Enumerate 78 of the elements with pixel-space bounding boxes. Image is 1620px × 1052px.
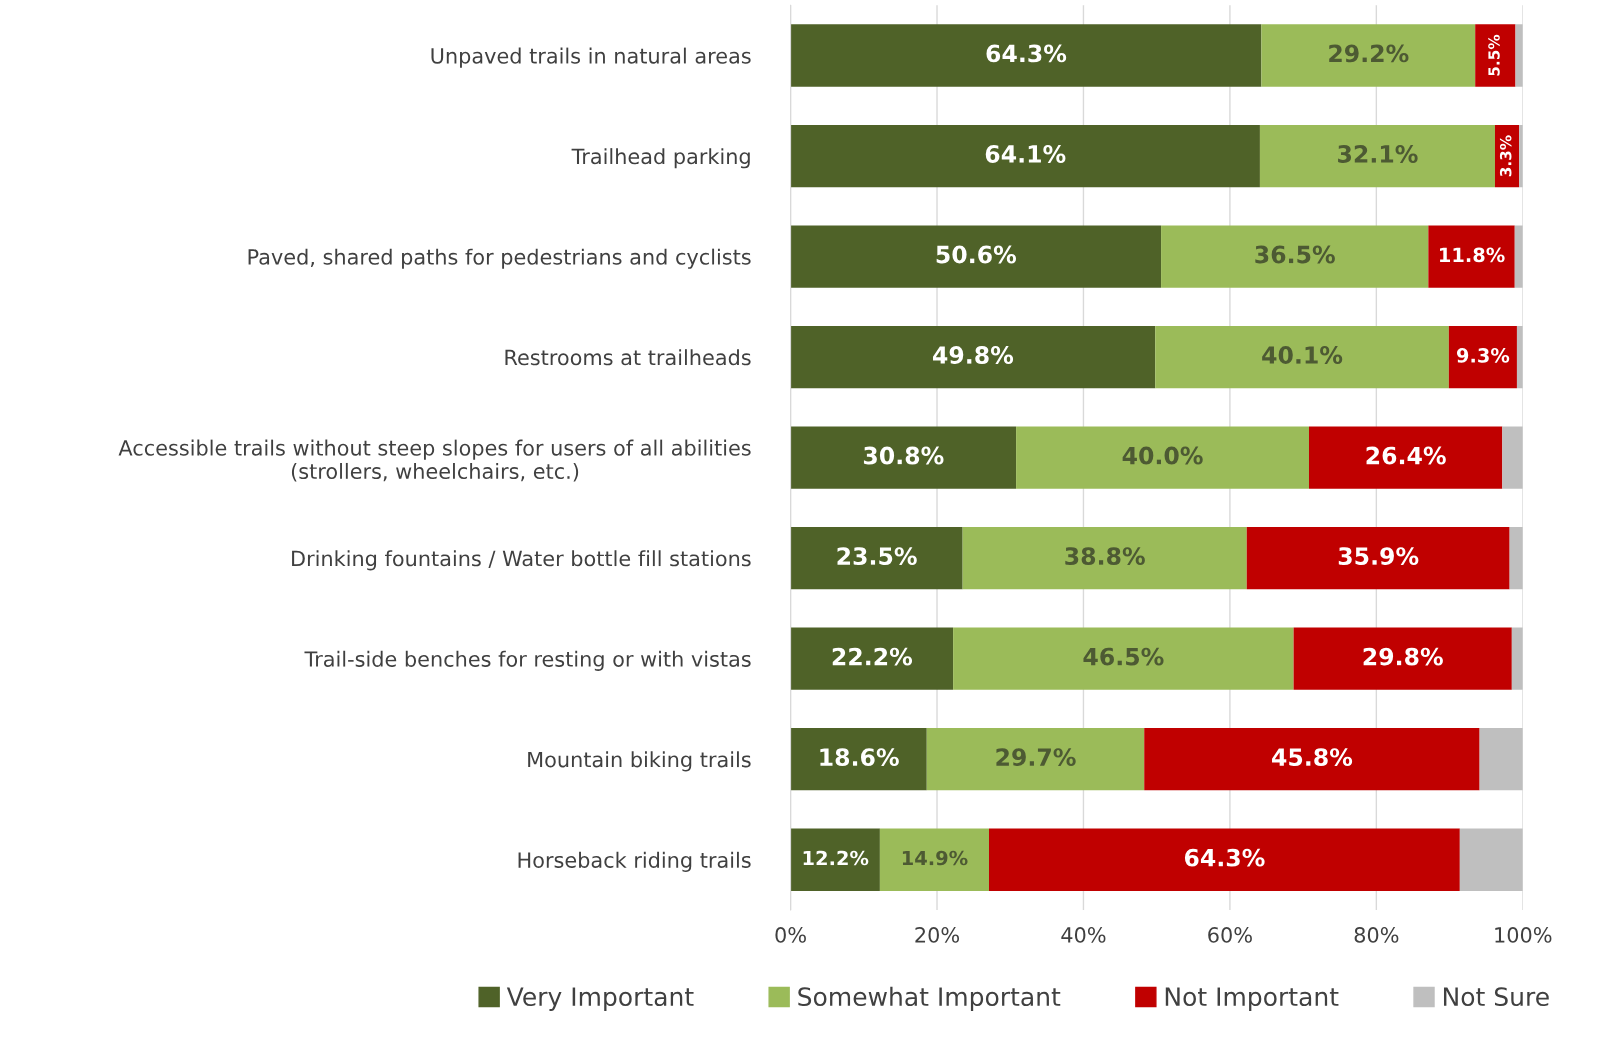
- x-tick-label: 60%: [1208, 927, 1252, 943]
- bar: [1155, 325, 1449, 389]
- bar: [790, 124, 1260, 188]
- data-label: 22.2%: [832, 647, 913, 666]
- data-label: 11.8%: [1440, 247, 1505, 263]
- data-label: 35.9%: [1338, 547, 1419, 565]
- data-label: 50.6%: [936, 245, 1017, 264]
- data-label: 29.2%: [1329, 44, 1409, 63]
- bar: [1459, 828, 1523, 891]
- bar: [1246, 526, 1510, 590]
- data-label: 64.3%: [1184, 848, 1265, 867]
- bar: [1515, 24, 1523, 87]
- legend-label: Very Important: [506, 987, 694, 1011]
- bar: [790, 728, 927, 791]
- bar: [953, 627, 1294, 690]
- data-label: 40.1%: [1262, 346, 1343, 364]
- y-tick-label: Paved, shared paths for pedestrians and cyclists: [248, 248, 751, 269]
- bar: [790, 225, 1162, 288]
- data-label: 3.3%: [1499, 135, 1512, 177]
- y-tick-label: Restrooms at trailheads: [505, 349, 751, 366]
- x-tick-label: 80%: [1354, 927, 1399, 943]
- bar: [926, 728, 1145, 791]
- bar: [879, 828, 989, 891]
- bar: [1261, 24, 1476, 87]
- data-label: 9.3%: [1456, 348, 1510, 363]
- y-tick-label: Unpaved trails in natural areas: [431, 47, 751, 68]
- data-label: 64.1%: [985, 145, 1066, 163]
- y-tick-label: Drinking fountains / Water bottle fill stations: [292, 550, 751, 571]
- y-tick-label: Accessible trails without steep slopes for users of all abilities (strollers, wheelchairs, etc.): [118, 439, 751, 482]
- bar: [1259, 124, 1495, 188]
- data-label: 36.5%: [1255, 245, 1335, 264]
- x-tick-label: 0%: [775, 927, 806, 943]
- bar: [790, 325, 1156, 389]
- legend-label: Somewhat Important: [798, 986, 1061, 1011]
- bar: [1161, 225, 1429, 288]
- bar: [1509, 526, 1523, 590]
- data-label: 29.7%: [996, 748, 1076, 767]
- bar: [790, 828, 880, 891]
- data-label: 23.5%: [837, 547, 917, 565]
- bar: [790, 24, 1262, 87]
- bar: [1016, 426, 1309, 489]
- data-label: 32.1%: [1338, 145, 1418, 163]
- x-tick-label: 20%: [915, 927, 960, 943]
- data-label: 49.8%: [932, 346, 1014, 364]
- x-tick-label: 100%: [1495, 927, 1552, 943]
- y-tick-label: Trailhead parking: [571, 148, 750, 169]
- bar: [1144, 728, 1480, 791]
- bar: [1511, 627, 1523, 690]
- data-label: 12.2%: [803, 850, 869, 866]
- bar: [1502, 426, 1523, 489]
- legend-label: Not Sure: [1443, 987, 1549, 1007]
- y-tick-label: Horseback riding trails: [518, 851, 751, 872]
- bar: [790, 426, 1017, 489]
- bar: [1479, 728, 1523, 791]
- y-tick-label: Trail-side benches for resting or with vistas: [304, 650, 751, 671]
- y-tick-label: Mountain biking trails: [528, 751, 751, 772]
- legend-label: Not Important: [1165, 987, 1339, 1011]
- data-label: 5.5%: [1488, 34, 1500, 76]
- data-label: 29.8%: [1363, 647, 1443, 666]
- data-label: 45.8%: [1272, 748, 1353, 767]
- data-label: 38.8%: [1065, 547, 1145, 565]
- bar: [1293, 627, 1512, 690]
- bar: [1428, 225, 1515, 288]
- bar: [790, 627, 954, 690]
- bar: [989, 828, 1460, 891]
- x-tick-label: 40%: [1061, 927, 1106, 943]
- data-label: 14.9%: [902, 850, 968, 866]
- bar: [1448, 325, 1517, 389]
- bar: [962, 526, 1247, 590]
- data-label: 26.4%: [1366, 446, 1446, 465]
- data-label: 46.5%: [1083, 647, 1164, 666]
- bar: [1308, 426, 1503, 489]
- data-label: 40.0%: [1122, 446, 1203, 465]
- data-label: 64.3%: [986, 44, 1067, 63]
- bar: [790, 526, 963, 590]
- data-label: 18.6%: [820, 748, 899, 767]
- data-label: 30.8%: [863, 446, 944, 465]
- bar: [1475, 24, 1516, 87]
